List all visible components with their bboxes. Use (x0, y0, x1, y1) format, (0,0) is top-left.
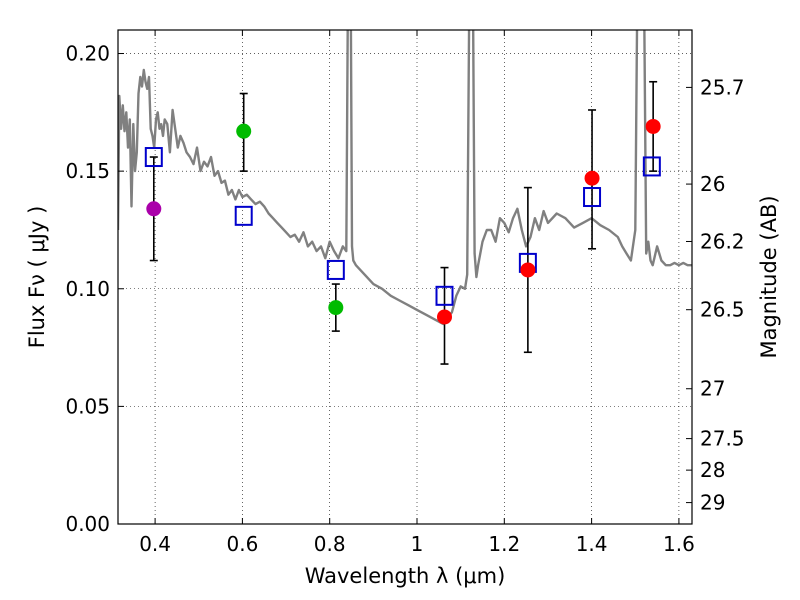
y2-tick-label-2: 26.2 (700, 229, 745, 253)
y-tick-label-0: 0.00 (65, 512, 110, 536)
model-point-5 (583, 187, 602, 208)
observed-points-layer (146, 118, 661, 325)
y2-tick-label-5: 27.5 (700, 427, 745, 451)
x-tick-label-1: 0.6 (226, 532, 258, 556)
plot-frame (117, 29, 693, 525)
model-point-6 (642, 156, 661, 177)
observed-point-6 (645, 118, 661, 134)
x-tick-label-4: 1.2 (488, 532, 520, 556)
y2-tick-label-0: 25.7 (700, 75, 745, 99)
y-tick-label-1: 0.05 (65, 394, 110, 418)
x-tick-label-5: 1.4 (576, 532, 608, 556)
y2-tick-label-6: 28 (700, 458, 725, 482)
observed-point-2 (328, 300, 344, 316)
model-point-2 (326, 259, 345, 280)
y2-tick-label-1: 26 (700, 172, 725, 196)
y2-axis-label: Magnitude (AB) (757, 195, 781, 358)
model-point-0 (144, 147, 163, 168)
y2-tick-label-7: 29 (700, 491, 725, 515)
model-point-3 (435, 285, 454, 306)
observed-point-4 (520, 262, 536, 278)
x-axis-label: Wavelength λ (μm) (305, 564, 506, 588)
model-point-1 (234, 205, 253, 226)
x-tick-label-3: 1 (411, 532, 424, 556)
y-axis-label: Flux Fν ( μJy ) (25, 206, 49, 349)
observed-point-5 (584, 170, 600, 186)
y2-tick-label-3: 26.5 (700, 298, 745, 322)
x-tick-label-2: 0.8 (314, 532, 346, 556)
spectrum-layer (118, 30, 692, 326)
observed-point-1 (236, 123, 252, 139)
y-tick-label-2: 0.10 (65, 277, 110, 301)
model-points-layer (144, 147, 661, 306)
observed-point-0 (146, 201, 162, 217)
observed-point-3 (437, 309, 453, 325)
y-tick-label-3: 0.15 (65, 159, 110, 183)
ticks-layer: 0.4 0.6 0.8 1 1.2 1.4 1.6 0.00 0.05 0.10 0.15 0.20 2… (65, 30, 745, 556)
x-tick-label-0: 0.4 (139, 532, 171, 556)
grid (118, 30, 692, 524)
x-tick-label-6: 1.6 (663, 532, 695, 556)
spectrum-line (118, 30, 692, 326)
y2-tick-label-4: 27 (700, 377, 725, 401)
y-tick-label-4: 0.20 (65, 42, 110, 66)
